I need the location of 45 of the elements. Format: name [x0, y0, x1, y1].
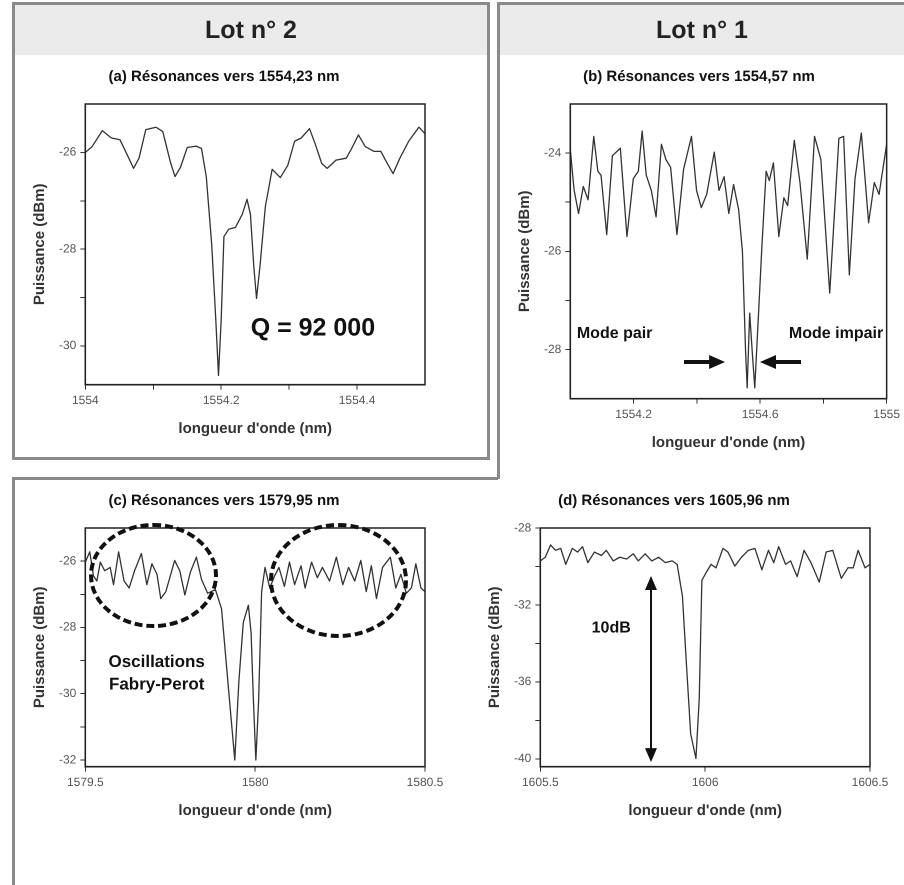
annotation: Mode pair [576, 325, 652, 342]
x-axis-title: longueur d'onde (nm) [652, 434, 806, 452]
y-tick-label: -36 [514, 674, 532, 688]
x-axis-title: longueur d'onde (nm) [628, 802, 782, 820]
x-tick-label: 1579.5 [66, 775, 104, 790]
y-tick-label: -40 [514, 751, 532, 766]
y-axis-title: Puissance (dBm) [516, 190, 534, 312]
x-tick-label: 1554.2 [615, 407, 652, 422]
y-tick-label: -24 [544, 145, 562, 160]
x-tick-label: 1605.5 [522, 775, 560, 790]
x-tick-label: 1554.2 [202, 393, 240, 408]
y-tick-label: -28 [544, 342, 562, 356]
y-tick-label: -32 [514, 597, 532, 612]
chart-title: (c) Résonances vers 1579,95 nm [108, 492, 340, 510]
y-tick-label: -28 [59, 620, 77, 634]
y-axis-title: Puissance (dBm) [31, 586, 48, 708]
chart-subtitle: (b) Résonances vers 1554,57 nm [583, 68, 815, 86]
x-tick-label: 1555 [873, 407, 900, 422]
x-tick-label: 1554.4 [338, 393, 376, 408]
y-tick-label: -28 [59, 241, 77, 256]
y-tick-label: -32 [59, 752, 77, 766]
x-axis-title: longueur d'onde (nm) [178, 420, 332, 438]
y-axis-title: Puissance (dBm) [31, 183, 48, 306]
y-tick-label: -26 [544, 244, 562, 258]
chart-title: (d) Résonances vers 1605,96 nm [558, 492, 790, 510]
y-tick-label: -30 [59, 686, 77, 700]
x-tick-label: 1606.5 [852, 775, 889, 790]
annotation: Oscillations Fabry-Perot [108, 652, 205, 694]
x-tick-label: 1580.5 [406, 775, 444, 790]
y-tick-label: -26 [59, 553, 77, 568]
annotation: 10dB [592, 620, 631, 637]
annotation: Mode impair [788, 325, 884, 342]
y-tick-label: -28 [514, 520, 532, 534]
y-axis-title: Puissance (dBm) [486, 586, 504, 708]
x-tick-label: 1554.6 [742, 407, 779, 422]
x-tick-label: 1606 [692, 775, 719, 790]
annotation: Q = 92 000 [250, 313, 376, 342]
x-tick-label: 1554 [72, 393, 100, 408]
chart-title: Lot n° 1 [500, 5, 904, 55]
x-tick-label: 1580 [242, 775, 269, 790]
chart-title: Lot n° 2 [15, 5, 487, 55]
chart-subtitle: (a) Résonances vers 1554,23 nm [108, 68, 340, 86]
x-axis-title: longueur d'onde (nm) [178, 802, 332, 820]
y-tick-label: -26 [59, 144, 77, 159]
y-tick-label: -30 [59, 338, 77, 352]
